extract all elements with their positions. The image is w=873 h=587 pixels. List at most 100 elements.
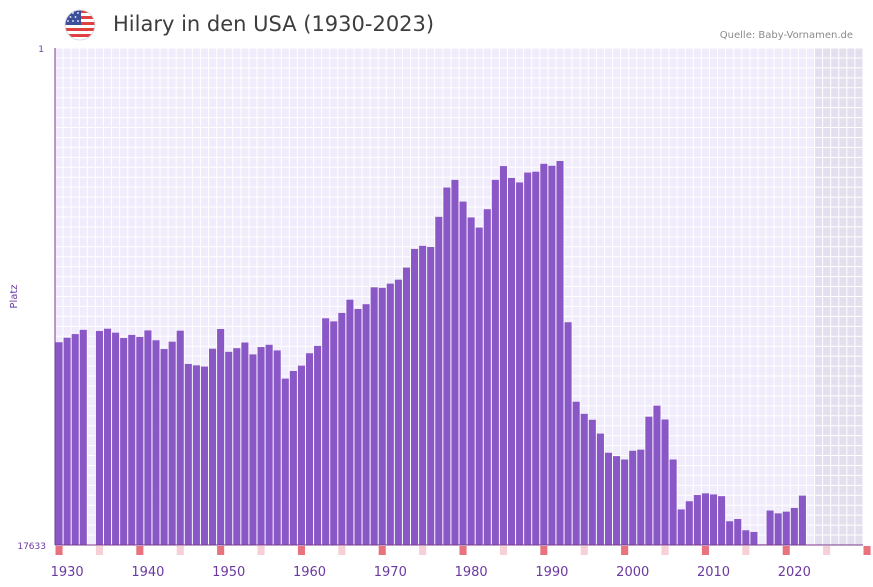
bar-1937 (120, 338, 128, 545)
y-tick-top: 1 (38, 45, 44, 55)
bar-1996 (596, 433, 604, 545)
marker-1954 (257, 546, 265, 555)
x-tick-2010: 2010 (697, 565, 730, 580)
bar-2001 (637, 449, 645, 545)
axes (54, 48, 863, 546)
bar-1968 (370, 287, 378, 545)
bar-1929 (55, 342, 63, 545)
bar-series (55, 161, 806, 546)
x-tick-1950: 1950 (212, 565, 245, 580)
bar-1936 (112, 332, 120, 545)
marker-1949 (217, 546, 225, 555)
bar-1960 (305, 353, 314, 545)
marker-1964 (338, 546, 346, 555)
bar-2020 (790, 507, 798, 545)
marker-1979 (459, 546, 467, 555)
bar-2008 (693, 495, 701, 545)
bar-1972 (402, 267, 411, 545)
marker-2009 (701, 546, 709, 555)
y-axis-title: Platz (9, 284, 20, 308)
bar-1990 (548, 165, 556, 545)
bar-2017 (766, 510, 774, 545)
bar-1986 (516, 182, 524, 545)
x-tick-1930: 1930 (51, 565, 84, 580)
grid-lines (54, 47, 864, 546)
bar-2004 (661, 419, 669, 545)
bar-1980 (467, 217, 475, 546)
bar-1949 (217, 329, 225, 545)
bar-2002 (645, 416, 653, 545)
bar-2011 (718, 496, 726, 545)
bar-1931 (71, 334, 79, 545)
marker-1939 (136, 546, 144, 555)
x-tick-2020: 2020 (778, 565, 811, 580)
bar-1939 (136, 336, 144, 545)
x-tick-1960: 1960 (293, 565, 326, 580)
bar-1999 (621, 459, 629, 545)
marker-1984 (499, 546, 507, 555)
source-credit: Quelle: Baby-Vornamen.de (719, 30, 853, 41)
bar-1979 (459, 201, 467, 545)
bar-1956 (273, 350, 281, 545)
marker-2004 (661, 546, 669, 555)
y-axis-labels: 1 17633 Platz (9, 45, 46, 552)
bar-1942 (160, 349, 168, 545)
bar-1989 (540, 163, 548, 546)
bar-1958 (289, 370, 297, 545)
bar-2019 (782, 511, 790, 545)
bar-1988 (532, 171, 540, 545)
bar-1993 (572, 401, 580, 545)
y-tick-bottom: 17633 (17, 542, 46, 552)
marker-1974 (419, 546, 427, 555)
bar-1938 (128, 334, 136, 545)
bar-1955 (265, 344, 273, 545)
marker-1944 (176, 546, 184, 555)
bar-2009 (701, 493, 709, 545)
bar-2005 (669, 459, 677, 545)
bar-1965 (346, 299, 354, 545)
bar-1962 (322, 318, 330, 545)
bar-1992 (564, 322, 572, 545)
marker-2019 (782, 546, 790, 555)
bar-1944 (176, 330, 184, 545)
bar-1945 (184, 363, 192, 545)
bar-1934 (95, 330, 103, 545)
x-tick-labels: 1930 1940 1950 1960 1970 1980 1990 2000 2010 2020 (51, 565, 811, 580)
bar-1981 (475, 227, 483, 546)
bar-1967 (362, 304, 370, 545)
bar-1984 (499, 166, 507, 545)
bar-1961 (314, 345, 322, 545)
bar-2003 (653, 405, 661, 545)
bar-1930 (63, 337, 71, 545)
bar-1994 (580, 413, 588, 545)
chart-header: Hilary in den USA (1930-2023) Quelle: Ba… (0, 0, 873, 50)
x-tick-1980: 1980 (455, 565, 488, 580)
bar-1941 (152, 340, 160, 545)
bar-2007 (685, 501, 693, 545)
x-tick-1940: 1940 (131, 565, 164, 580)
bar-2015 (750, 531, 758, 545)
marker-1929 (55, 546, 63, 555)
bar-1970 (386, 283, 394, 545)
bar-2014 (742, 530, 750, 545)
bar-1946 (192, 365, 200, 545)
bar-1953 (249, 354, 257, 545)
bar-1997 (604, 452, 613, 545)
marker-1999 (621, 546, 629, 555)
marker-2024 (823, 546, 831, 555)
bar-1987 (524, 172, 532, 545)
bar-2010 (709, 494, 718, 545)
decade-markers (55, 546, 871, 555)
bar-1978 (451, 179, 459, 545)
bar-1950 (225, 351, 233, 545)
bar-1969 (378, 287, 386, 545)
bar-1959 (297, 365, 305, 545)
us-flag-icon (64, 9, 96, 41)
chart-title: Hilary in den USA (1930-2023) (113, 12, 435, 36)
bar-1973 (411, 248, 419, 545)
bar-2000 (629, 450, 637, 545)
marker-1969 (378, 546, 386, 555)
bar-1976 (435, 216, 443, 545)
bar-1964 (338, 312, 346, 545)
